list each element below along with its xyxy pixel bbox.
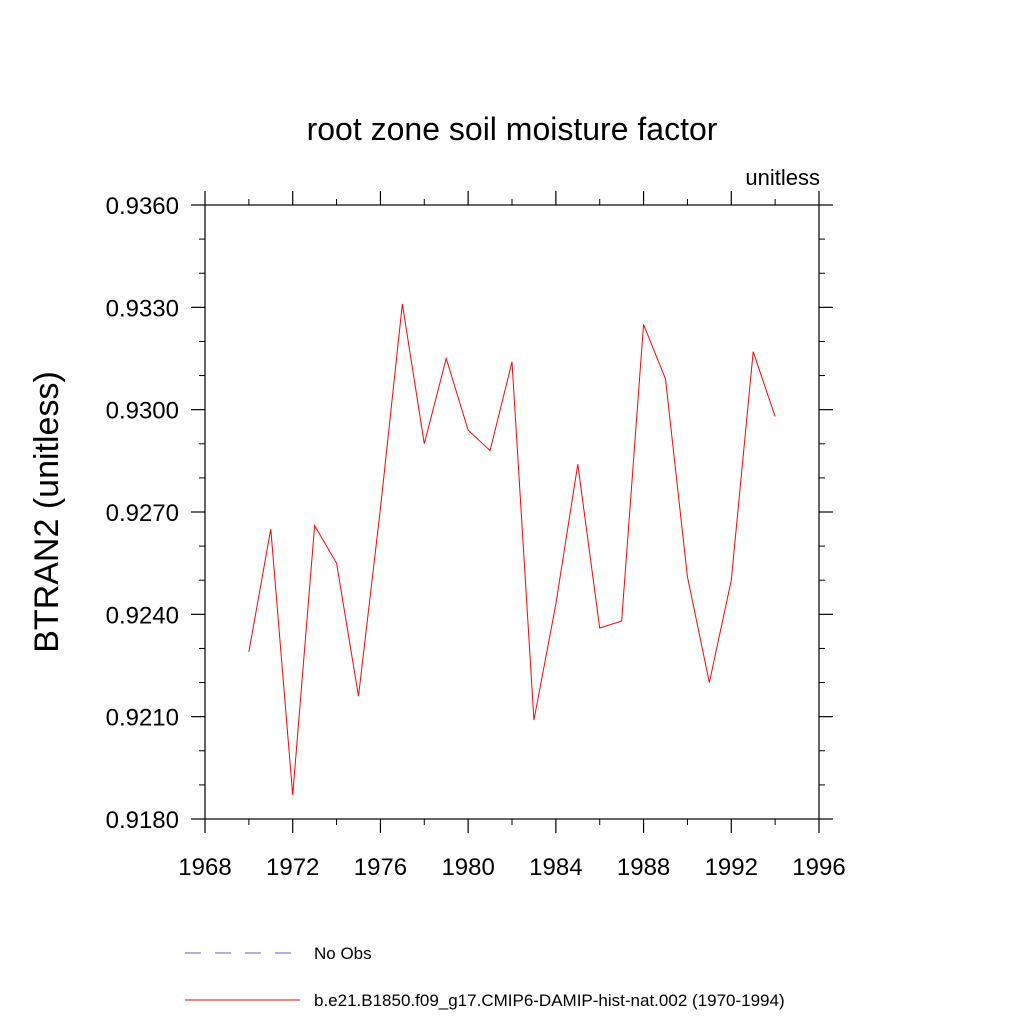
- legend: No Obs b.e21.B1850.f09_g17.CMIP6-DAMIP-h…: [185, 944, 785, 1010]
- y-axis: 0.9180 0.9210 0.9240 0.9270 0.9300 0.9330 0.93…: [106, 193, 833, 834]
- y-tick-label: 0.9270: [106, 500, 179, 527]
- y-tick-label: 0.9330: [106, 295, 179, 322]
- plot-frame: [204, 204, 820, 820]
- chart-title: root zone soil moisture factor: [307, 111, 718, 147]
- legend-label-no-obs: No Obs: [314, 944, 372, 963]
- y-tick-label: 0.9300: [106, 398, 179, 425]
- legend-label-model: b.e21.B1850.f09_g17.CMIP6-DAMIP-hist-nat…: [314, 991, 785, 1010]
- x-tick-label: 1988: [617, 854, 670, 881]
- units-label: unitless: [745, 165, 820, 190]
- y-tick-label: 0.9210: [106, 705, 179, 732]
- y-tick-label: 0.9180: [106, 807, 179, 834]
- x-tick-label: 1984: [529, 854, 582, 881]
- series-line-1: [248, 303, 776, 796]
- x-tick-label: 1972: [266, 854, 319, 881]
- x-tick-label: 1976: [354, 854, 407, 881]
- x-tick-label: 1992: [705, 854, 758, 881]
- x-axis: 1968 1972 1976 1980 1984 1988 1992 1996: [178, 191, 846, 881]
- series-layer: [248, 303, 776, 796]
- y-tick-label: 0.9240: [106, 602, 179, 629]
- x-tick-label: 1968: [178, 854, 231, 881]
- y-axis-label: BTRAN2 (unitless): [28, 371, 66, 653]
- y-tick-label: 0.9360: [106, 193, 179, 220]
- x-tick-label: 1980: [441, 854, 494, 881]
- x-tick-label: 1996: [792, 854, 845, 881]
